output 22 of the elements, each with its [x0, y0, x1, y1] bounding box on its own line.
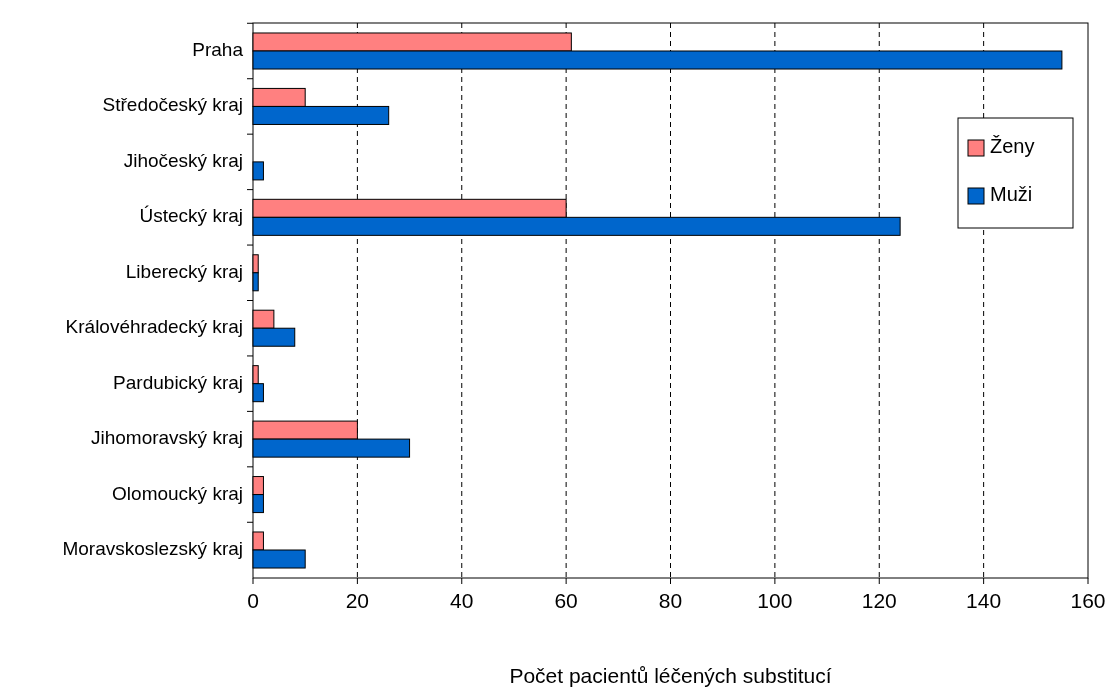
x-tick-label: 120 — [861, 589, 897, 612]
x-tick-label: 20 — [345, 589, 370, 612]
x-tick-label: 160 — [1070, 589, 1106, 612]
x-tick-label: 80 — [658, 589, 683, 612]
x-tick-label: 40 — [450, 589, 474, 612]
y-tick-label: Pardubický kraj — [113, 371, 243, 393]
x-tick-label: 100 — [757, 589, 793, 612]
x-tick-label: 0 — [247, 589, 259, 612]
legend-label: Muži — [990, 183, 1033, 206]
x-axis-title: Počet pacientů léčených substitucí — [509, 664, 832, 687]
y-tick-label: Středočeský kraj — [102, 94, 243, 116]
y-tick-label: Moravskoslezský kraj — [62, 538, 243, 560]
y-tick-label: Ústecký kraj — [139, 205, 243, 227]
legend-label: Ženy — [990, 135, 1035, 158]
y-tick-label: Jihomoravský kraj — [90, 427, 243, 449]
x-tick-label: 140 — [966, 589, 1002, 612]
y-tick-label: Královéhradecký kraj — [65, 316, 243, 338]
y-tick-label: Jihočeský kraj — [123, 149, 243, 171]
y-tick-label: Praha — [192, 39, 244, 61]
y-tick-label: Olomoucký kraj — [112, 482, 243, 504]
y-tick-label: Liberecký kraj — [125, 260, 243, 282]
x-tick-label: 60 — [554, 589, 578, 612]
